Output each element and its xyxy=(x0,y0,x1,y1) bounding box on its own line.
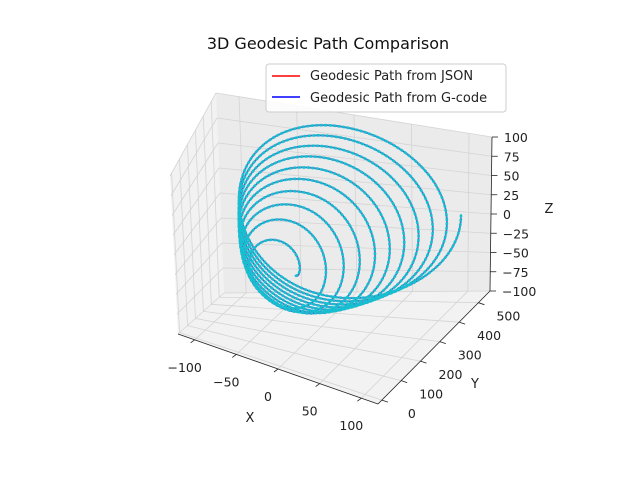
z-tick-label: 75 xyxy=(504,149,520,164)
y-tick-mark xyxy=(381,399,388,403)
series-lines xyxy=(237,123,463,315)
y-tick-label: 200 xyxy=(439,367,463,382)
grid-z-left xyxy=(174,217,222,276)
grid-y-floor xyxy=(211,303,460,323)
grid-z-left xyxy=(171,142,219,216)
grid-y-floor xyxy=(195,318,421,362)
legend-label-gcode: Geodesic Path from G-code xyxy=(310,91,487,106)
z-tick-label: −25 xyxy=(503,226,529,241)
x-tick-mark xyxy=(232,354,237,358)
x-tick-mark xyxy=(190,339,195,344)
z-tick-label: 25 xyxy=(503,188,519,203)
y-tick-mark xyxy=(401,380,408,384)
y-tick-mark xyxy=(458,321,466,325)
grid-z-left xyxy=(176,267,224,315)
grid-z-left xyxy=(177,292,225,335)
grid-z-back xyxy=(216,117,492,157)
x-tick-label: 0 xyxy=(264,389,272,404)
grid-z-left xyxy=(172,167,220,236)
grid-y-floor xyxy=(179,332,382,401)
left-pane xyxy=(170,93,224,334)
y-tick-label: 500 xyxy=(496,309,520,324)
grid-y-floor xyxy=(203,310,440,343)
legend-label-json: Geodesic Path from JSON xyxy=(310,69,473,84)
x-tick-mark xyxy=(315,383,320,387)
y-tick-mark xyxy=(478,302,485,306)
y-axis-line xyxy=(377,290,491,405)
grid-z-back xyxy=(215,92,493,138)
grid-z-left xyxy=(169,92,217,177)
grid-y-floor xyxy=(187,325,402,382)
x-tick-label: −100 xyxy=(167,360,201,375)
y-tick-label: 400 xyxy=(477,328,501,343)
z-tick-label: 50 xyxy=(504,169,520,184)
series-gcode-path xyxy=(237,123,463,315)
grid-x-floor xyxy=(236,292,302,355)
z-tick-label: −75 xyxy=(502,265,528,280)
y-tick-mark xyxy=(439,341,446,345)
grid-z-back xyxy=(217,142,492,176)
grid-z-back xyxy=(218,167,492,196)
axis-panes xyxy=(170,93,492,404)
x-tick-label: −50 xyxy=(213,374,239,389)
z-tick-label: −50 xyxy=(503,246,529,261)
z-axis-label: Z xyxy=(545,202,554,217)
z-tick-label: 100 xyxy=(504,130,528,145)
grid-z-back xyxy=(221,242,491,253)
z-tick-label: 0 xyxy=(503,207,511,222)
grid-z-left xyxy=(175,242,223,295)
grid-z-left xyxy=(170,117,218,196)
grid-x-floor xyxy=(194,292,247,341)
y-tick-label: 300 xyxy=(458,348,482,363)
tick-labels: −100−500501000100200300400500−100−75−50−… xyxy=(167,130,536,433)
x-tick-mark xyxy=(273,368,279,373)
grid-x-floor xyxy=(319,291,413,384)
grid-y-floor xyxy=(219,296,479,304)
chart-title: 3D Geodesic Path Comparison xyxy=(207,34,449,53)
legend: Geodesic Path from JSON Geodesic Path fr… xyxy=(265,63,507,113)
y-axis-label: Y xyxy=(470,377,479,392)
x-tick-label: 100 xyxy=(339,418,363,433)
grid-z-left xyxy=(173,192,221,256)
z-tick-label: −100 xyxy=(502,284,536,299)
floor-pane xyxy=(178,291,490,404)
x-tick-mark xyxy=(357,397,362,402)
x-axis-label: X xyxy=(246,411,255,426)
axis-edges xyxy=(177,136,498,405)
grid-lines xyxy=(169,92,493,401)
y-tick-mark xyxy=(420,360,427,364)
y-tick-label: 100 xyxy=(419,387,443,402)
legend-box xyxy=(265,63,507,113)
grid-x-floor xyxy=(361,290,469,399)
x-tick-label: 50 xyxy=(302,404,318,419)
y-tick-label: 0 xyxy=(408,406,416,421)
